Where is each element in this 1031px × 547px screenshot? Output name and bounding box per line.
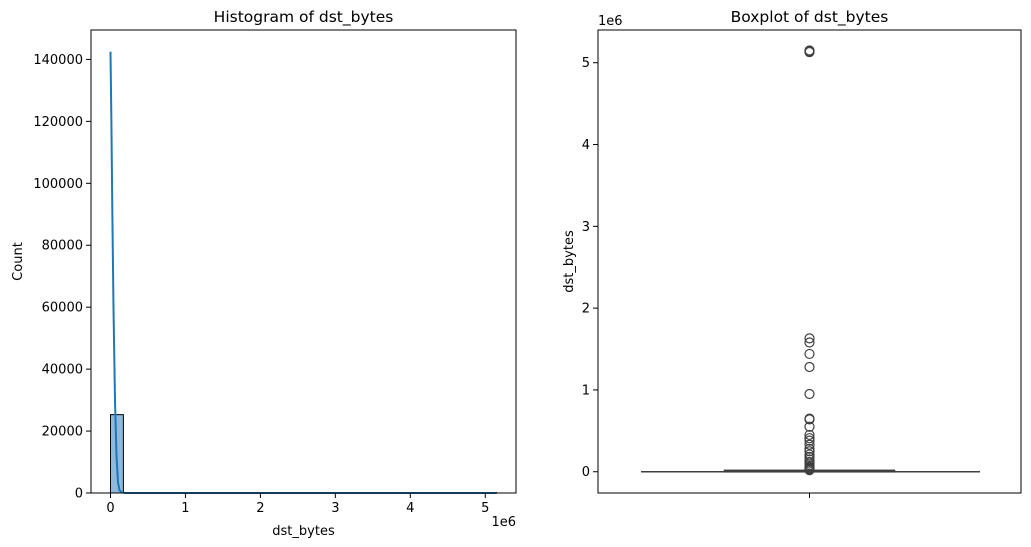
outlier-point [804,46,815,58]
outlier-point [804,435,815,446]
outlier-point [804,333,815,344]
x-axis-label: dst_bytes [272,524,335,539]
outlier-point [804,446,815,457]
x-tick-label: 1 [181,501,189,516]
boxplot-title: Boxplot of dst_bytes [731,8,889,27]
y-tick-label: 4 [582,138,590,153]
outlier-point [804,388,815,400]
y-tick-label: 1 [582,383,590,398]
outlier-point [804,421,815,432]
outlier-point [804,433,815,444]
y-tick-label: 80000 [42,239,83,254]
histogram-chart: 0 1 2 3 4 5 0 20000 40000 60000 80000 100000 120000 1… [11,8,517,539]
y-tick-label: 60000 [42,301,83,316]
kde-line [109,51,497,494]
y-tick-label: 140000 [33,53,83,68]
outlier-point [804,429,815,441]
outlier-point [804,443,815,454]
histogram-title: Histogram of dst_bytes [214,8,394,27]
outlier-point [804,414,815,425]
outlier-point [804,439,815,450]
y-offset-label: 1e6 [598,14,623,29]
outlier-point [804,337,815,348]
boxplot-chart: 0 1 2 3 4 5 Boxplot of dst_bytes dst_bytes 1e6 [562,8,1022,498]
x-tick-label: 4 [406,501,414,516]
outlier-point [804,464,815,476]
y-tick-label: 3 [582,220,590,235]
y-tick-label: 0 [582,465,590,480]
outlier-point [804,361,815,373]
y-tick-label: 40000 [42,363,83,378]
outlier-point [804,451,815,463]
y-tick-label: 100000 [33,177,83,192]
x-offset-label: 1e6 [491,515,516,530]
y-tick-label: 2 [582,302,590,317]
y-tick-label: 120000 [33,115,83,130]
x-tick-label: 5 [481,501,489,516]
x-tick-label: 3 [331,501,339,516]
outlier-point [804,348,815,360]
y-tick-label: 5 [582,56,590,71]
x-tick-label: 2 [256,501,264,516]
histogram-axes-frame [90,29,517,494]
x-tick-label: 0 [106,501,114,516]
y-axis-label: Count [11,242,26,281]
y-tick-label: 20000 [42,425,83,440]
y-tick-label: 0 [75,487,83,502]
y-axis-label: dst_bytes [562,230,577,293]
